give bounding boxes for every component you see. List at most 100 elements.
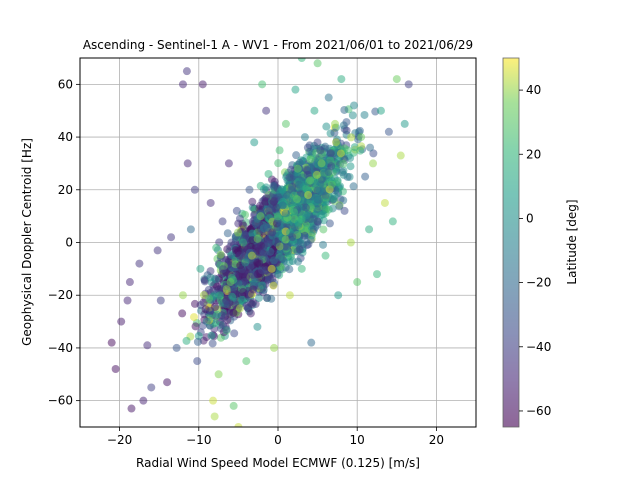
scatter-point — [256, 212, 265, 221]
colorbar-label: Latitude [deg] — [565, 199, 579, 284]
scatter-point — [396, 151, 405, 160]
scatter-point — [235, 304, 244, 313]
scatter-point — [275, 146, 284, 155]
scatter-point — [232, 206, 241, 215]
scatter-point — [347, 133, 356, 142]
scatter-point — [229, 308, 238, 317]
scatter-point — [228, 292, 237, 301]
scatter-point — [312, 170, 321, 179]
scatter-point — [190, 185, 199, 194]
scatter-point — [242, 302, 251, 311]
scatter-point — [317, 211, 326, 220]
scatter-point — [172, 343, 181, 352]
scatter-point — [224, 159, 233, 168]
scatter-point — [248, 197, 257, 206]
scatter-point — [216, 250, 225, 259]
scatter-point — [307, 338, 316, 347]
scatter-point — [139, 396, 148, 405]
scatter-point — [304, 191, 313, 200]
scatter-point — [178, 309, 187, 318]
y-tick-label: 20 — [58, 183, 73, 197]
scatter-point — [331, 119, 340, 128]
scatter-point — [153, 246, 162, 255]
scatter-point — [278, 185, 287, 194]
scatter-point — [319, 240, 328, 249]
scatter-point — [380, 198, 389, 207]
scatter-point — [209, 396, 218, 405]
chart-title: Ascending - Sentinel-1 A - WV1 - From 20… — [83, 38, 473, 52]
scatter-point — [266, 247, 275, 256]
scatter-point — [270, 343, 279, 352]
scatter-point — [204, 285, 213, 294]
scatter-point — [293, 195, 302, 204]
scatter-point — [247, 251, 256, 260]
scatter-point — [315, 186, 324, 195]
scatter-point — [208, 339, 217, 348]
scatter-point — [193, 357, 202, 366]
scatter-point — [266, 275, 275, 284]
scatter-point — [291, 225, 300, 234]
scatter-point — [292, 151, 301, 160]
scatter-point — [245, 185, 254, 194]
scatter-point — [191, 322, 200, 331]
scatter-point — [404, 80, 413, 89]
scatter-point — [313, 217, 322, 226]
scatter-point — [301, 203, 310, 212]
scatter-point — [321, 198, 330, 207]
scatter-point — [369, 149, 378, 158]
scatter-point — [117, 317, 126, 326]
scatter-point — [400, 119, 409, 128]
scatter-point — [316, 146, 325, 155]
x-tick-label: 20 — [429, 433, 444, 447]
scatter-point — [233, 228, 242, 237]
scatter-point — [255, 293, 264, 302]
y-tick-label: −60 — [48, 394, 73, 408]
scatter-point — [392, 75, 401, 84]
scatter-point — [327, 180, 336, 189]
scatter-point — [242, 357, 251, 366]
scatter-point — [190, 299, 199, 308]
scatter-point — [135, 259, 144, 268]
scatter-point — [336, 149, 345, 158]
scatter-point — [267, 264, 276, 273]
scatter-point — [210, 412, 219, 421]
scatter-point — [281, 209, 290, 218]
scatter-point — [206, 198, 215, 207]
scatter-point — [178, 291, 187, 300]
scatter-point — [317, 159, 326, 168]
scatter-point — [253, 234, 262, 243]
scatter-point — [205, 294, 214, 303]
scatter-point — [218, 265, 227, 274]
colorbar-ticks: −60 −40 −20 0 20 40 — [519, 83, 551, 418]
scatter-point — [325, 219, 334, 228]
scatter-point — [355, 126, 364, 135]
scatter-point — [167, 233, 176, 242]
scatter-point — [256, 201, 265, 210]
scatter-point — [324, 167, 333, 176]
scatter-point — [266, 204, 275, 213]
scatter-point — [264, 239, 273, 248]
x-axis-ticks: −20 −10 0 10 20 — [107, 427, 444, 447]
scatter-point — [300, 231, 309, 240]
scatter-point — [302, 184, 311, 193]
scatter-point — [277, 253, 286, 262]
scatter-point — [291, 85, 300, 94]
scatter-point — [123, 296, 132, 305]
scatter-point — [258, 80, 267, 89]
scatter-point — [366, 143, 375, 152]
scatter-point — [350, 101, 359, 110]
scatter-point — [298, 173, 307, 182]
scatter-point — [319, 225, 328, 234]
scatter-point — [353, 278, 362, 287]
scatter-point — [147, 383, 156, 392]
scatter-point — [200, 277, 209, 286]
scatter-point — [234, 219, 243, 228]
scatter-point — [269, 281, 278, 290]
scatter-point — [229, 401, 238, 410]
scatter-point — [178, 80, 187, 89]
x-tick-label: 0 — [274, 433, 282, 447]
scatter-point — [269, 181, 278, 190]
colorbar-tick-label: −60 — [526, 404, 551, 418]
y-axis-ticks: −60 −40 −20 0 20 40 60 — [48, 77, 80, 408]
scatter-point — [294, 257, 303, 266]
